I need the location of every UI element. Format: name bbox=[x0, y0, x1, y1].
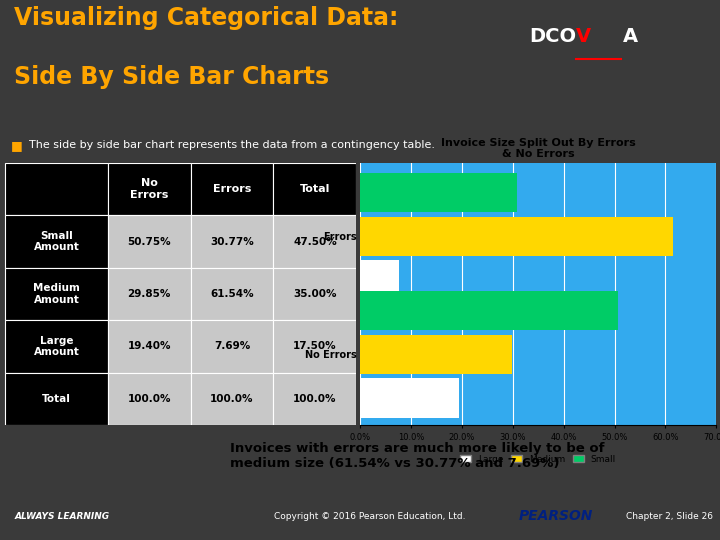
Bar bbox=[274, 320, 356, 373]
Bar bbox=[108, 373, 191, 425]
Bar bbox=[108, 320, 191, 373]
Bar bbox=[191, 215, 274, 268]
Bar bbox=[5, 320, 108, 373]
Text: PEARSON: PEARSON bbox=[518, 510, 593, 523]
Text: 17.50%: 17.50% bbox=[293, 341, 337, 352]
Bar bbox=[191, 320, 274, 373]
Bar bbox=[108, 163, 191, 215]
Text: Total: Total bbox=[42, 394, 71, 404]
Bar bbox=[274, 163, 356, 215]
Text: 100.0%: 100.0% bbox=[127, 394, 171, 404]
Text: DCO: DCO bbox=[529, 27, 576, 46]
Text: Invoices with errors are much more likely to be of
medium size (61.54% vs 30.77%: Invoices with errors are much more likel… bbox=[230, 442, 605, 470]
Text: 35.00%: 35.00% bbox=[293, 289, 337, 299]
Text: A: A bbox=[623, 27, 638, 46]
Bar bbox=[360, 217, 673, 256]
Text: Small
Amount: Small Amount bbox=[34, 231, 79, 252]
Text: 7.69%: 7.69% bbox=[214, 341, 250, 352]
Bar bbox=[5, 268, 108, 320]
Text: Medium
Amount: Medium Amount bbox=[33, 283, 80, 305]
Text: 61.54%: 61.54% bbox=[210, 289, 254, 299]
Text: Chapter 2, Slide 26: Chapter 2, Slide 26 bbox=[626, 512, 714, 521]
Bar bbox=[5, 373, 108, 425]
Text: ALWAYS LEARNING: ALWAYS LEARNING bbox=[14, 512, 109, 521]
Text: Copyright © 2016 Pearson Education, Ltd.: Copyright © 2016 Pearson Education, Ltd. bbox=[274, 512, 465, 521]
Text: Errors: Errors bbox=[213, 184, 251, 194]
Bar bbox=[360, 260, 399, 300]
Bar bbox=[274, 373, 356, 425]
Bar bbox=[191, 373, 274, 425]
Legend: Large, Medium, Small: Large, Medium, Small bbox=[456, 451, 620, 468]
Text: Large
Amount: Large Amount bbox=[34, 335, 79, 357]
Bar bbox=[5, 215, 108, 268]
Bar bbox=[274, 215, 356, 268]
Text: Side By Side Bar Charts: Side By Side Bar Charts bbox=[14, 65, 330, 89]
Title: Invoice Size Split Out By Errors
& No Errors: Invoice Size Split Out By Errors & No Er… bbox=[441, 138, 636, 159]
Text: The side by side bar chart represents the data from a contingency table.: The side by side bar chart represents th… bbox=[29, 140, 435, 151]
Bar bbox=[360, 291, 618, 330]
Text: Visualizing Categorical Data:: Visualizing Categorical Data: bbox=[14, 6, 399, 30]
Bar bbox=[191, 268, 274, 320]
Bar bbox=[274, 268, 356, 320]
Text: 50.75%: 50.75% bbox=[127, 237, 171, 247]
Bar bbox=[360, 379, 459, 417]
Bar bbox=[108, 215, 191, 268]
Bar bbox=[191, 163, 274, 215]
Bar bbox=[360, 173, 517, 212]
Text: Total: Total bbox=[300, 184, 330, 194]
Text: 29.85%: 29.85% bbox=[127, 289, 171, 299]
Text: V: V bbox=[576, 27, 591, 46]
Text: 19.40%: 19.40% bbox=[127, 341, 171, 352]
Text: 100.0%: 100.0% bbox=[293, 394, 337, 404]
Text: No
Errors: No Errors bbox=[130, 178, 168, 200]
Text: 30.77%: 30.77% bbox=[210, 237, 254, 247]
Text: 47.50%: 47.50% bbox=[293, 237, 337, 247]
Text: ■: ■ bbox=[11, 139, 22, 152]
Bar bbox=[108, 268, 191, 320]
Bar bbox=[360, 335, 512, 374]
Bar bbox=[5, 163, 108, 215]
Text: 100.0%: 100.0% bbox=[210, 394, 253, 404]
